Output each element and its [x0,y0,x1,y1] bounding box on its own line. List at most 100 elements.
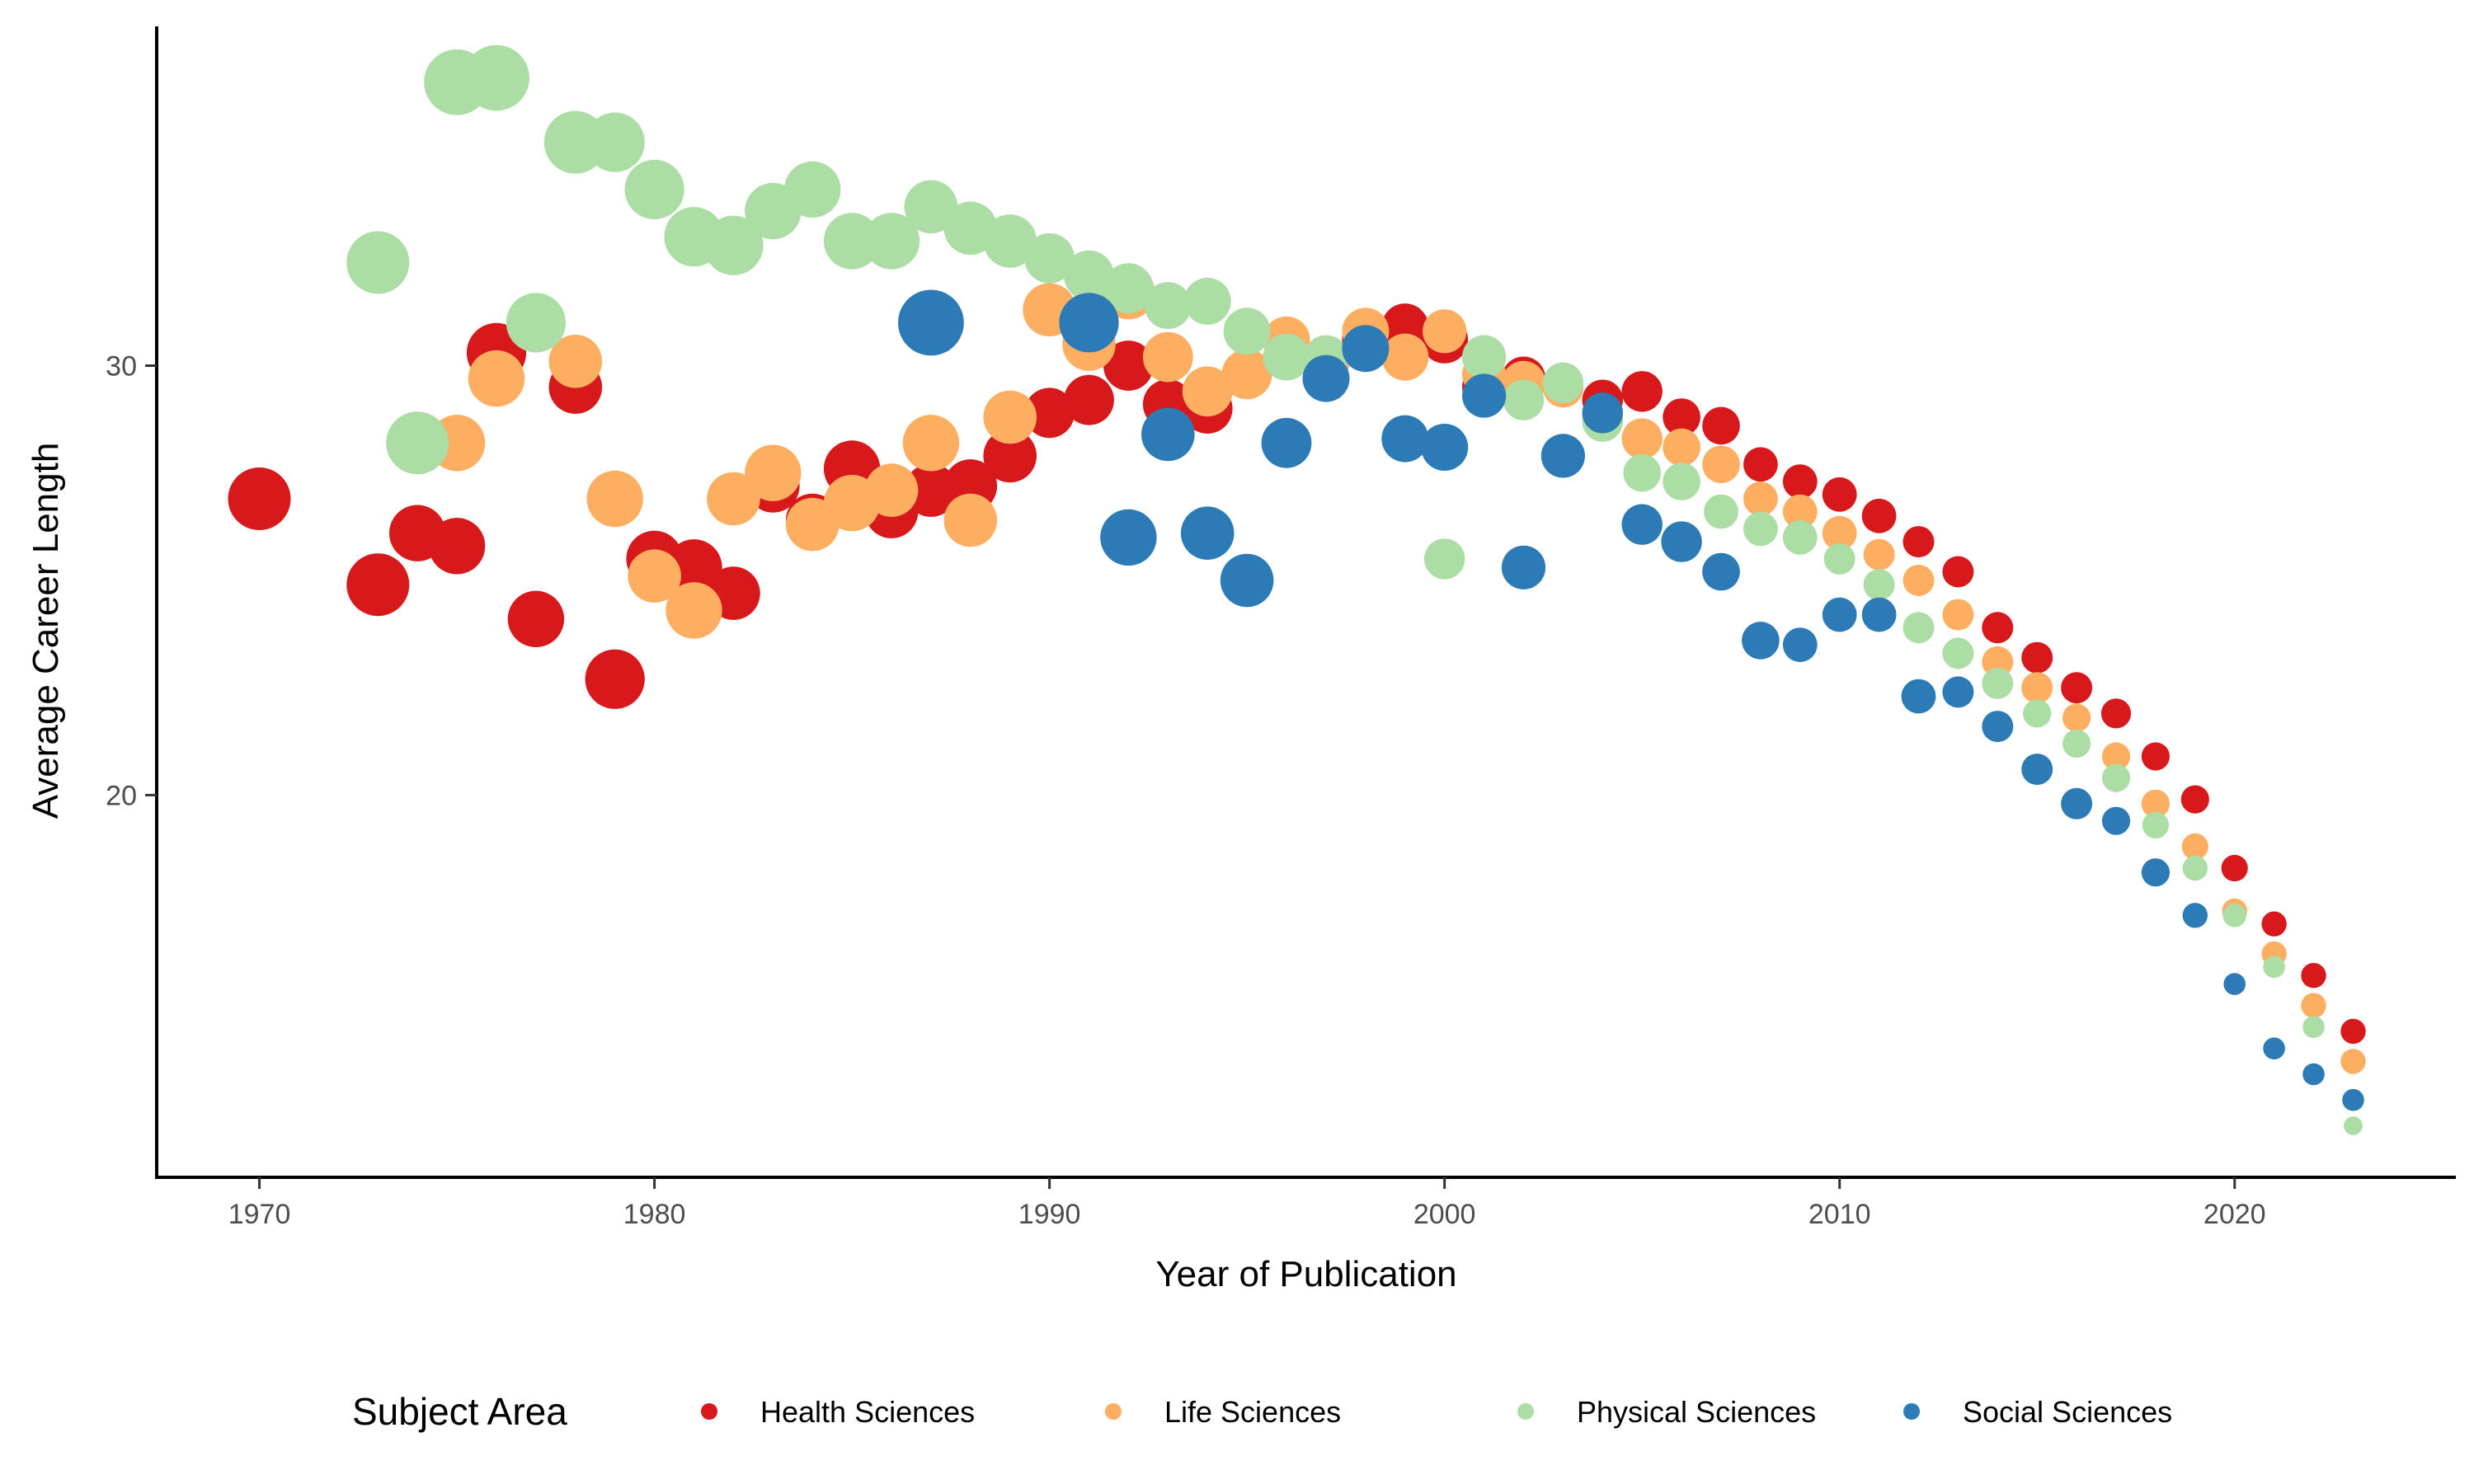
data-point [2261,911,2287,937]
data-point [1180,506,1235,560]
data-point [666,582,722,639]
data-point [1144,282,1192,330]
data-point [1942,599,1974,631]
data-point [2301,993,2326,1018]
data-point [983,429,1037,483]
data-point [1782,627,1818,662]
data-point [346,231,410,294]
legend-title: Subject Area [352,1390,567,1433]
data-point [2223,973,2246,995]
data-point [624,159,684,219]
legend-label: Health Sciences [760,1395,975,1429]
data-point [2302,1016,2325,1038]
x-tick-label: 1980 [623,1199,686,1230]
data-point [707,472,760,526]
data-point [1702,406,1740,445]
data-point [1103,340,1154,391]
data-point [2182,855,2208,881]
data-point [628,549,681,603]
data-point [1503,379,1545,420]
data-point [1103,263,1154,314]
data-point [1742,622,1780,660]
data-point [1782,520,1818,555]
x-axis-title: Year of Publication [1155,1254,1456,1294]
data-point [1863,569,1895,601]
data-point [2141,858,2170,887]
data-point [1621,504,1663,545]
data-point [2021,641,2053,674]
x-tick-label: 2010 [1808,1199,1871,1230]
data-point [2301,963,2326,989]
data-point [1064,250,1114,301]
data-point [1901,679,1936,714]
data-point [1059,293,1119,353]
data-point [586,470,643,528]
legend-key [1105,1403,1122,1420]
data-point [2021,754,2053,786]
y-tick-label: 20 [106,780,137,811]
data-point [2263,956,2285,979]
data-point [2342,1088,2364,1111]
data-point [2142,811,2169,839]
data-point [1663,428,1700,467]
data-point [1942,556,1974,588]
legend-key [701,1403,717,1420]
data-point [2101,806,2131,835]
data-point [428,518,486,575]
legend-key [1517,1403,1534,1420]
data-point [228,467,291,530]
legend-label: Social Sciences [1963,1395,2172,1429]
data-point [2263,1037,2285,1059]
data-point [1223,308,1271,355]
data-point [1903,565,1935,596]
data-point [2061,672,2093,704]
data-point [2100,698,2132,729]
data-point [1381,333,1429,381]
data-point [2062,729,2091,758]
data-point [784,161,841,218]
data-point [1663,463,1700,500]
legend-items: Health Sciences Life Sciences Physical Sci… [701,1395,2172,1429]
data-point [2181,833,2208,860]
data-point [1462,335,1507,379]
data-point [1823,542,1856,575]
data-point [1782,464,1818,499]
data-point [1263,333,1310,381]
data-point [1182,366,1233,417]
legend-key [1903,1403,1920,1420]
data-point [1100,509,1157,566]
data-point [2221,854,2248,882]
data-point [1302,355,1350,402]
data-point [1822,515,1857,551]
x-tick-label: 1970 [228,1199,291,1230]
data-point [902,415,960,472]
legend-label: Life Sciences [1164,1395,1341,1429]
data-point [1903,612,1935,644]
data-point [2101,763,2131,792]
y-axis-title: Average Career Length [26,443,66,819]
data-point [745,444,802,501]
data-point [1782,494,1818,529]
data-point [2344,1116,2363,1135]
data-point [2101,742,2131,771]
data-point [346,553,410,617]
data-point [1621,371,1663,412]
data-point [2141,742,2170,771]
data-point [386,411,449,475]
data-point [1540,434,1585,478]
data-point [1743,447,1778,482]
data-point [1982,646,2014,678]
data-point [1342,325,1390,373]
data-point [1381,415,1429,463]
data-point [1743,511,1778,547]
x-tick-label: 2000 [1413,1199,1476,1230]
data-point [2182,903,2208,928]
data-point [1863,538,1895,571]
data-point [943,493,998,547]
data-point [1663,398,1700,436]
data-point [585,649,645,709]
data-point [904,180,958,234]
data-point [2021,672,2053,704]
